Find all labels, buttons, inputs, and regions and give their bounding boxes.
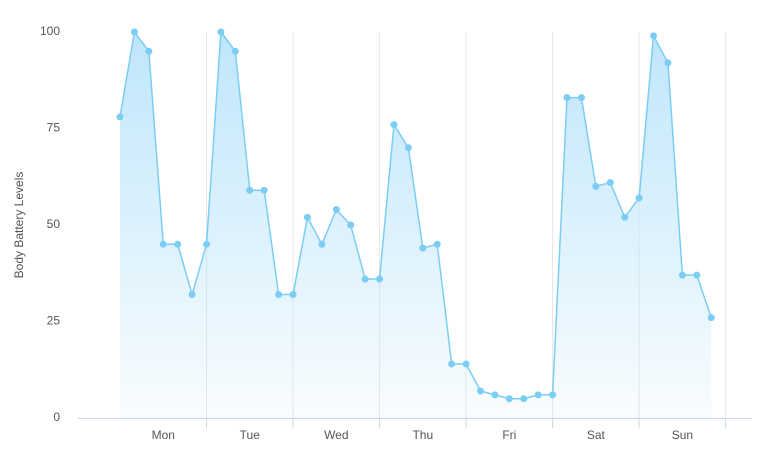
point xyxy=(448,360,456,368)
point xyxy=(145,47,153,55)
point xyxy=(203,240,211,248)
area-fill xyxy=(120,32,712,418)
point xyxy=(650,32,658,40)
point xyxy=(390,121,398,129)
point xyxy=(303,213,311,221)
x-tick-label: Mon xyxy=(152,428,175,442)
y-tick-label: 75 xyxy=(47,121,61,135)
point xyxy=(174,240,182,248)
line xyxy=(119,29,712,400)
point xyxy=(275,290,283,298)
x-tick-label: Fri xyxy=(502,428,516,442)
point xyxy=(289,290,297,298)
point xyxy=(260,186,268,194)
point xyxy=(621,213,629,221)
point xyxy=(130,28,138,36)
x-tick-label: Thu xyxy=(412,428,433,442)
point xyxy=(491,391,499,399)
point xyxy=(606,179,614,187)
point xyxy=(246,186,254,194)
point xyxy=(505,395,513,403)
y-axis-title: Body Battery Levels xyxy=(12,172,26,279)
point xyxy=(693,271,701,279)
point xyxy=(534,391,542,399)
point xyxy=(707,314,715,322)
x-tick-label: Wed xyxy=(324,428,348,442)
point xyxy=(419,244,427,252)
point xyxy=(347,221,355,229)
y-tick-label: 0 xyxy=(53,410,60,424)
x-tick-label: Sat xyxy=(587,428,606,442)
point xyxy=(635,194,643,202)
point xyxy=(549,391,557,399)
point xyxy=(563,94,571,102)
x-tick-label: Tue xyxy=(240,428,261,442)
point xyxy=(433,240,441,248)
point xyxy=(664,59,672,67)
point xyxy=(477,387,484,395)
point xyxy=(592,182,600,190)
point xyxy=(361,275,369,283)
point xyxy=(678,271,686,279)
point xyxy=(188,290,196,298)
point xyxy=(462,360,470,368)
point xyxy=(217,28,225,36)
point xyxy=(332,206,340,214)
y-tick-label: 50 xyxy=(47,217,61,231)
y-tick-label: 25 xyxy=(47,314,61,328)
point xyxy=(376,275,384,283)
point xyxy=(159,240,167,248)
point xyxy=(231,47,239,55)
x-tick-label: Sun xyxy=(672,428,693,442)
point xyxy=(116,113,124,121)
y-tick-label: 100 xyxy=(40,24,60,38)
point xyxy=(520,395,528,403)
point xyxy=(577,94,585,102)
point xyxy=(318,240,326,248)
point xyxy=(404,144,412,152)
